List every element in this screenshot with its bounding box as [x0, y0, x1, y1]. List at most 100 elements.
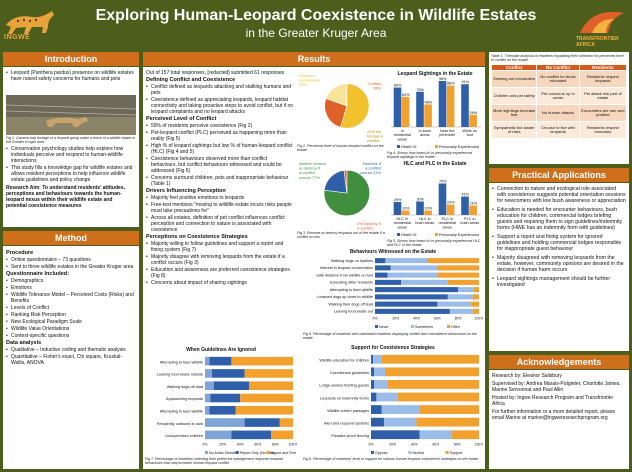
- bar-segment: [371, 354, 374, 364]
- tick-label: Approaching leopards: [166, 397, 203, 401]
- chart-title: When Guidelines Are Ignored: [186, 347, 256, 353]
- fig6-caption: Fig 6. Percentage of residents who witne…: [303, 332, 477, 340]
- pie-label: 2% Destroy if: [357, 221, 382, 226]
- practical-heading: Practical Applications: [489, 168, 629, 182]
- results-intro: Out of 157 total responses, [redacted] s…: [146, 70, 285, 76]
- bar: [401, 96, 410, 127]
- intro-bullet-2: Conservation psychology studies help exp…: [6, 146, 134, 164]
- legend-swatch: [435, 233, 438, 236]
- data-label: 10%: [402, 207, 410, 211]
- table1-cell: Pet concerns up to owner: [536, 87, 580, 106]
- results-2-item-4: Coexistence behaviours observed more tha…: [146, 156, 294, 174]
- bar-segment: [205, 369, 213, 378]
- tick-label: Leopards on indemnity forms: [320, 396, 369, 400]
- tick-label: areas: [398, 225, 408, 229]
- bar: [401, 210, 410, 215]
- pie-slice: [323, 170, 348, 194]
- tick-label: PLC in: [442, 217, 453, 221]
- bar: [461, 84, 469, 127]
- bar-segment: [371, 417, 384, 427]
- table1-cell: No conflict for those educated: [536, 70, 580, 89]
- tick-label: 40%: [411, 443, 418, 447]
- tick-label: foot: [467, 133, 474, 137]
- tick-label: 60%: [432, 443, 439, 447]
- legend-swatch: [411, 325, 414, 328]
- legend-swatch: [266, 451, 270, 454]
- results-2-item-5: Concerns surround children, pets and ina…: [146, 175, 294, 187]
- table1-cell: Sympathetic but aware of risks: [490, 121, 538, 140]
- results-1-item-2: Coexistence defined as appreciating leop…: [146, 97, 294, 115]
- results-heading: Results: [143, 52, 485, 66]
- bar: [469, 114, 477, 127]
- bar-segment: [375, 258, 386, 264]
- bar: [393, 201, 402, 215]
- tick-label: 0%: [373, 317, 378, 321]
- data-label: 70%: [439, 180, 447, 184]
- pie-label: Conflict: [368, 81, 382, 86]
- bar-segment: [213, 381, 249, 391]
- bar-segment: [419, 405, 479, 414]
- tick-label: Walking dogs on leashes: [331, 259, 373, 263]
- bar-segment: [375, 287, 459, 293]
- tick-label: In bush: [419, 129, 431, 133]
- camera-trap-photo: [6, 95, 136, 135]
- tick-label: 0%: [369, 443, 374, 447]
- tick-label: areas: [443, 225, 453, 229]
- procedure-item-1: Online questionnaire – 73 questions: [6, 257, 136, 263]
- bar-segment: [376, 392, 398, 402]
- bar-segment: [375, 279, 401, 285]
- bar-segment: [472, 294, 479, 300]
- bar-segment: [371, 405, 382, 414]
- table1-cell: No human attacks: [536, 104, 580, 123]
- practical-item-5: Leopard sightings management should be f…: [492, 276, 626, 288]
- results-2-item-2: Pet-leopard conflict (PLC) perceived as …: [146, 130, 294, 142]
- tick-label: Attempting to feed wildlife: [160, 409, 203, 413]
- pie-label: 59%: [299, 82, 307, 87]
- legend-label: Never: [379, 325, 389, 329]
- bar-segment: [375, 272, 388, 278]
- fig7-caption: Fig 7. Percentage of residents selecting…: [145, 457, 284, 465]
- acknowledgements-panel: Research by: Eleanor Salisbury Supervise…: [489, 370, 629, 469]
- chart-title: Leopard Sightings in the Estate: [397, 71, 472, 77]
- legend-label: Sometimes: [415, 325, 433, 329]
- bar-segment: [235, 405, 293, 415]
- bar-segment: [375, 308, 450, 314]
- analysis-item-2: Quantitative – Fisher's exact, Chi squar…: [6, 354, 136, 366]
- tick-label: 100%: [475, 317, 483, 321]
- bar-segment: [209, 405, 236, 415]
- analysis-title: Data analysis: [6, 340, 42, 346]
- bar-segment: [401, 279, 448, 285]
- practical-item-4: Majority disagreed with removing leopard…: [492, 255, 626, 273]
- leopard-logo-icon: [6, 11, 54, 34]
- bar-segment: [387, 380, 479, 389]
- bar-segment: [381, 405, 420, 414]
- bar-segment: [385, 367, 479, 377]
- bar-segment: [449, 308, 473, 314]
- bar-segment: [271, 430, 293, 440]
- results-h1: Defining Conflict and Coexistence: [146, 77, 236, 83]
- results-3-item-2: Free-text mentions "moving to wildlife e…: [146, 202, 294, 214]
- ack-contact: For further information or a more detail…: [492, 409, 616, 421]
- fig4-bar-chart: Leopard Sightings in the Estate 84% 64% Inr…: [391, 71, 481, 149]
- results-3-item-1: Majority feel positive emotions to leopa…: [146, 195, 294, 201]
- tick-label: Walking dogs off-lead: [167, 385, 203, 389]
- legend-label: No Action Needed: [209, 451, 238, 455]
- tick-label: Wildlife education for children: [319, 359, 369, 363]
- bar-segment: [387, 272, 438, 278]
- pie-label: occurs: [357, 230, 369, 231]
- bar: [416, 201, 424, 215]
- bar-segment: [205, 418, 245, 427]
- bar-segment: [427, 258, 479, 264]
- data-label: 75%: [416, 88, 424, 92]
- legend-label: Oppose: [375, 451, 388, 455]
- procedure-title: Procedure: [6, 250, 34, 256]
- legend-swatch: [397, 145, 400, 148]
- ack-supervised: Supervised by: Andrea Marais-Potgieter, …: [492, 381, 621, 393]
- bar: [438, 183, 447, 215]
- bar-segment: [244, 369, 293, 378]
- questionnaire-item-4: Levels of Conflict: [6, 305, 136, 311]
- bar-segment: [383, 417, 417, 427]
- results-3-item-3: Across all estates, definition of pet co…: [146, 215, 294, 233]
